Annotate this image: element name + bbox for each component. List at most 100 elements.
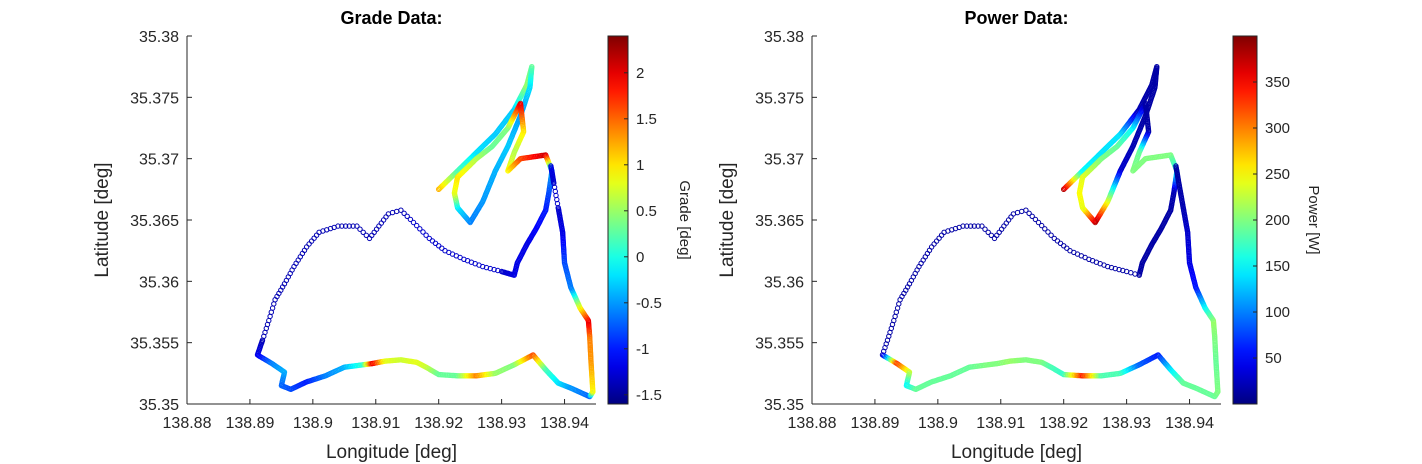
colorbar bbox=[607, 35, 629, 405]
data-point bbox=[371, 229, 377, 236]
x-tick-label: 138.89 bbox=[225, 415, 274, 432]
y-tick-label: 35.375 bbox=[755, 90, 804, 107]
x-tick-label: 138.88 bbox=[163, 415, 212, 432]
data-point bbox=[495, 267, 501, 274]
data-point bbox=[417, 226, 423, 232]
route-markers bbox=[254, 64, 596, 400]
data-point bbox=[354, 223, 360, 229]
data-point bbox=[975, 223, 981, 229]
x-tick-label: 138.94 bbox=[540, 415, 589, 432]
y-tick-label: 35.36 bbox=[139, 274, 179, 291]
data-point bbox=[1029, 213, 1035, 220]
colorbar-tick-label: 200 bbox=[1265, 212, 1290, 229]
y-tick-label: 35.35 bbox=[139, 397, 179, 414]
data-point bbox=[410, 219, 417, 226]
colorbar-tick-label: 350 bbox=[1265, 74, 1290, 91]
data-point bbox=[1035, 219, 1042, 226]
x-tick-label: 138.93 bbox=[1102, 415, 1151, 432]
data-point bbox=[378, 220, 384, 226]
colorbar-tick-label: 2 bbox=[636, 65, 644, 82]
chart-panel-1: 138.88 138.89 138.9 138.91 138.92 138.93 138.9… bbox=[92, 8, 693, 463]
y-axis-label: Latitude [deg] bbox=[717, 162, 738, 277]
colorbar-label: Grade [deg] bbox=[676, 180, 693, 259]
x-tick-label: 138.9 bbox=[918, 415, 958, 432]
data-point bbox=[311, 235, 317, 241]
colorbar-tick-label: -1.5 bbox=[636, 387, 662, 404]
data-point bbox=[339, 223, 345, 229]
y-tick-label: 35.355 bbox=[130, 336, 179, 353]
route-markers bbox=[879, 64, 1221, 400]
y-tick-label: 35.37 bbox=[764, 152, 804, 169]
y-tick-label: 35.375 bbox=[130, 90, 179, 107]
y-tick-label: 35.38 bbox=[139, 29, 179, 46]
colorbar-tick-label: 250 bbox=[1265, 166, 1290, 183]
data-point bbox=[982, 226, 988, 232]
data-point bbox=[1042, 226, 1048, 232]
data-point bbox=[1026, 210, 1032, 217]
data-point bbox=[971, 223, 977, 229]
x-tick-label: 138.91 bbox=[351, 415, 400, 432]
colorbar-tick-label: 1 bbox=[636, 157, 644, 174]
x-tick-label: 138.94 bbox=[1165, 415, 1214, 432]
data-point bbox=[548, 163, 554, 169]
data-point bbox=[979, 223, 985, 229]
y-tick-label: 35.37 bbox=[139, 152, 179, 169]
x-tick-label: 138.9 bbox=[293, 415, 333, 432]
data-point bbox=[346, 223, 352, 229]
y-tick-label: 35.365 bbox=[755, 213, 804, 230]
colorbar-tick-label: 150 bbox=[1265, 258, 1290, 275]
data-point bbox=[342, 223, 349, 229]
y-tick-label: 35.38 bbox=[764, 29, 804, 46]
colorbar-tick-label: 50 bbox=[1265, 350, 1282, 367]
x-axis-label: Longitude [deg] bbox=[951, 442, 1082, 463]
colorbar-tick-label: -1 bbox=[636, 341, 649, 358]
x-tick-label: 138.92 bbox=[414, 415, 463, 432]
data-point bbox=[401, 210, 407, 217]
data-point bbox=[385, 211, 392, 217]
data-point bbox=[426, 235, 432, 242]
chart-panel-2: 138.88 138.89 138.9 138.91 138.92 138.93 138.9… bbox=[717, 8, 1322, 463]
data-point bbox=[423, 232, 429, 238]
data-point bbox=[414, 222, 420, 229]
colorbar-label: Power [W] bbox=[1305, 185, 1322, 254]
data-point bbox=[967, 223, 974, 229]
colorbar-tick-label: 1.5 bbox=[636, 111, 657, 128]
colorbar-tick-label: 0.5 bbox=[636, 203, 657, 220]
data-point bbox=[1120, 267, 1126, 274]
colorbar-tick-label: 100 bbox=[1265, 304, 1290, 321]
y-axis-label: Latitude [deg] bbox=[92, 162, 113, 277]
data-point bbox=[1048, 232, 1054, 238]
colorbar-tick-label: 0 bbox=[636, 249, 644, 266]
data-point bbox=[936, 235, 942, 241]
x-tick-label: 138.92 bbox=[1039, 415, 1088, 432]
data-point bbox=[985, 229, 991, 236]
x-tick-label: 138.89 bbox=[850, 415, 899, 432]
colorbar-tick-label: 300 bbox=[1265, 120, 1290, 137]
y-tick-label: 35.355 bbox=[755, 336, 804, 353]
data-point bbox=[1010, 211, 1017, 217]
data-point bbox=[360, 229, 366, 236]
data-point bbox=[420, 229, 426, 235]
data-point bbox=[933, 238, 940, 244]
y-tick-label: 35.365 bbox=[130, 213, 179, 230]
data-point bbox=[1032, 216, 1039, 223]
chart-title: Power Data: bbox=[964, 8, 1068, 28]
data-point bbox=[357, 226, 363, 232]
data-point bbox=[308, 238, 315, 244]
colorbar-tick-label: -0.5 bbox=[636, 295, 662, 312]
chart-title: Grade Data: bbox=[340, 8, 442, 28]
data-point bbox=[1173, 163, 1179, 169]
x-tick-label: 138.93 bbox=[477, 415, 526, 432]
y-tick-label: 35.36 bbox=[764, 274, 804, 291]
data-point bbox=[363, 232, 369, 239]
data-point bbox=[1003, 220, 1009, 226]
data-point bbox=[988, 232, 994, 239]
data-point bbox=[996, 229, 1002, 236]
data-point bbox=[407, 216, 414, 223]
data-point bbox=[991, 235, 998, 242]
data-point bbox=[1039, 222, 1045, 229]
y-tick-label: 35.35 bbox=[764, 397, 804, 414]
data-point bbox=[1051, 235, 1058, 242]
data-point bbox=[366, 235, 373, 242]
